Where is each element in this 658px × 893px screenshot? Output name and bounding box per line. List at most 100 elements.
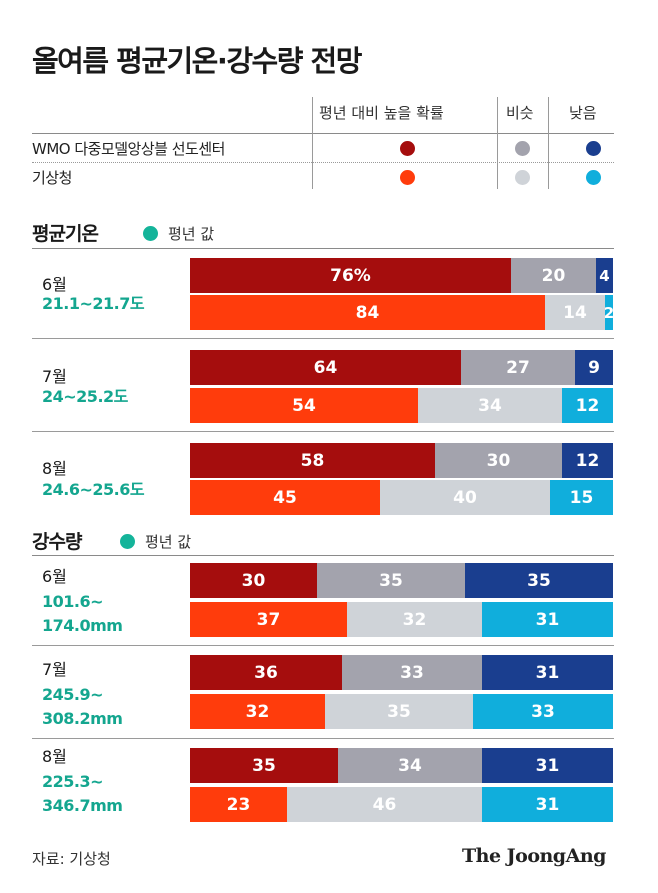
month-label: 8월 (42, 459, 67, 478)
legend-header-similar: 비슷 (506, 104, 534, 122)
normal-value-marker (143, 226, 158, 241)
legend-swatch-kma-high (400, 170, 415, 185)
bar-segment-high: 64 (190, 350, 461, 385)
bar-segment-similar: 46 (287, 787, 482, 822)
bar-segment-high: 32 (190, 694, 325, 729)
data-label: 35 (379, 570, 403, 591)
data-label: 32 (245, 701, 270, 722)
data-label: 36 (254, 662, 278, 683)
data-label: 31 (535, 609, 560, 630)
bar-kma: 45 40 15 (190, 480, 613, 515)
legend-divider (497, 97, 498, 189)
data-label: 58 (300, 450, 325, 471)
data-label: 40 (453, 487, 477, 508)
data-label: 37 (256, 609, 281, 630)
legend-divider (548, 97, 549, 189)
bar-segment-high: 37 (190, 602, 347, 637)
section-note-temperature: 평년 값 (168, 225, 215, 243)
data-label: 14 (563, 302, 587, 323)
legend-swatch-kma-low (586, 170, 601, 185)
normal-range: 225.3~ 346.7mm (42, 772, 123, 815)
data-label: 34 (478, 395, 502, 416)
bar-wmo: 64 27 9 (190, 350, 613, 385)
bar-segment-low: 31 (482, 655, 613, 690)
legend-source-wmo: WMO 다중모델앙상블 선도센터 (32, 140, 225, 158)
bar-kma: 84 14 2 (190, 295, 613, 330)
data-label: 35 (387, 701, 411, 722)
data-label: 23 (226, 794, 251, 815)
bar-segment-high: 45 (190, 480, 380, 515)
legend: 평년 대비 높을 확률 비슷 낮음 WMO 다중모델앙상블 선도센터 기상청 (32, 97, 614, 189)
normal-range: 101.6~ 174.0mm (42, 592, 123, 635)
bar-segment-high: 54 (190, 388, 418, 423)
section-title-temperature: 평균기온 (32, 223, 99, 245)
legend-swatch-wmo-high (400, 141, 415, 156)
bar-segment-high: 58 (190, 443, 435, 478)
group-separator (32, 338, 614, 339)
bar-segment-low: 31 (482, 748, 613, 783)
bar-segment-low: 12 (562, 443, 613, 478)
data-label: 76% (330, 265, 371, 286)
legend-header-high: 평년 대비 높을 확률 (319, 104, 444, 122)
legend-source-kma: 기상청 (32, 169, 72, 187)
bar-wmo: 36 33 31 (190, 655, 613, 690)
bar-wmo: 58 30 12 (190, 443, 613, 478)
bar-segment-high: 36 (190, 655, 342, 690)
group-separator (32, 738, 614, 739)
bar-segment-low: 12 (562, 388, 613, 423)
section-note-precipitation: 평년 값 (145, 533, 192, 551)
normal-range: 24~25.2도 (42, 387, 128, 406)
month-label: 8월 (42, 747, 67, 766)
section-rule (32, 555, 614, 556)
bar-segment-similar: 34 (338, 748, 482, 783)
bar-kma: 23 46 31 (190, 787, 613, 822)
bar-wmo: 35 34 31 (190, 748, 613, 783)
data-label: 4 (599, 266, 610, 285)
bar-segment-low: 31 (482, 602, 613, 637)
group-separator (32, 431, 614, 432)
data-label: 64 (313, 357, 338, 378)
bar-kma: 37 32 31 (190, 602, 613, 637)
data-label: 33 (531, 701, 555, 722)
legend-top-rule (32, 133, 614, 134)
legend-swatch-kma-similar (515, 170, 530, 185)
bar-segment-high: 76% (190, 258, 511, 293)
data-label: 9 (588, 357, 600, 378)
data-label: 54 (292, 395, 316, 416)
bar-segment-high: 84 (190, 295, 545, 330)
bar-segment-similar: 14 (545, 295, 605, 330)
bar-segment-similar: 35 (325, 694, 473, 729)
normal-range: 24.6~25.6도 (42, 480, 145, 499)
section-rule (32, 248, 614, 249)
data-label: 30 (486, 450, 511, 471)
bar-segment-similar: 30 (435, 443, 562, 478)
legend-swatch-wmo-low (586, 141, 601, 156)
data-label: 45 (273, 487, 297, 508)
bar-segment-low: 15 (550, 480, 613, 515)
month-label: 6월 (42, 275, 67, 294)
data-label: 27 (506, 357, 530, 378)
month-label: 6월 (42, 567, 67, 586)
bar-segment-similar: 35 (317, 563, 465, 598)
data-label: 33 (400, 662, 424, 683)
month-label: 7월 (42, 660, 67, 679)
legend-divider (312, 97, 313, 189)
data-label: 32 (402, 609, 427, 630)
legend-mid-rule (32, 162, 614, 163)
normal-value-marker (120, 534, 135, 549)
page-title: 올여름 평균기온·강수량 전망 (32, 44, 362, 78)
data-label: 31 (535, 662, 560, 683)
data-label: 2 (605, 303, 613, 322)
data-label: 20 (541, 265, 566, 286)
legend-swatch-wmo-similar (515, 141, 530, 156)
bar-segment-similar: 34 (418, 388, 562, 423)
bar-segment-low: 35 (465, 563, 613, 598)
bar-segment-high: 30 (190, 563, 317, 598)
group-separator (32, 645, 614, 646)
normal-range: 21.1~21.7도 (42, 294, 145, 313)
data-label: 84 (355, 302, 380, 323)
data-label: 31 (535, 755, 560, 776)
bar-kma: 54 34 12 (190, 388, 613, 423)
data-label: 30 (241, 570, 266, 591)
data-label: 31 (535, 794, 560, 815)
